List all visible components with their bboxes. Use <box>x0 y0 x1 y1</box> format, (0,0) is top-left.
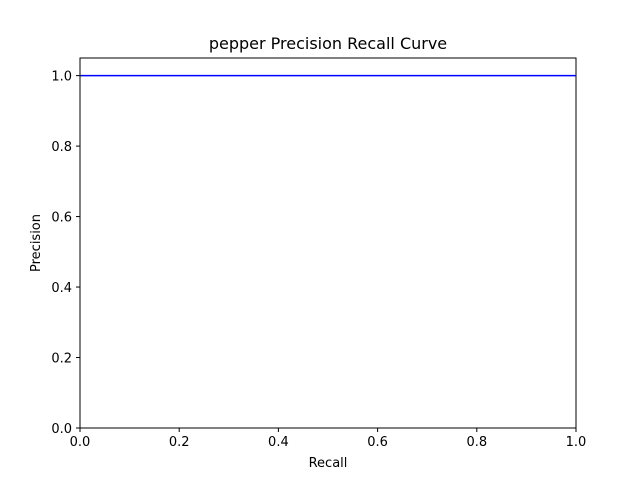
x-tick-label: 0.6 <box>367 435 388 450</box>
x-tick-label: 0.8 <box>466 435 487 450</box>
y-tick-label: 0.2 <box>51 352 72 367</box>
y-axis-label: Precision <box>29 214 44 272</box>
y-axis-ticks: 0.0 0.2 0.4 0.6 0.8 1.0 <box>51 70 80 437</box>
x-tick-label: 0.0 <box>70 435 91 450</box>
plot-area <box>80 58 576 428</box>
x-axis-ticks: 0.0 0.2 0.4 0.6 0.8 1.0 <box>70 428 587 450</box>
x-tick-label: 1.0 <box>566 435 587 450</box>
y-tick-label: 0.4 <box>51 281 72 296</box>
y-tick-label: 0.0 <box>51 422 72 437</box>
chart-title: pepper Precision Recall Curve <box>209 34 447 53</box>
y-tick-label: 0.8 <box>51 140 72 155</box>
x-axis-label: Recall <box>309 456 348 471</box>
x-tick-label: 0.2 <box>169 435 190 450</box>
y-tick-label: 0.6 <box>51 211 72 226</box>
y-tick-label: 1.0 <box>51 70 72 85</box>
x-tick-label: 0.4 <box>268 435 289 450</box>
axes-frame <box>79 57 577 429</box>
